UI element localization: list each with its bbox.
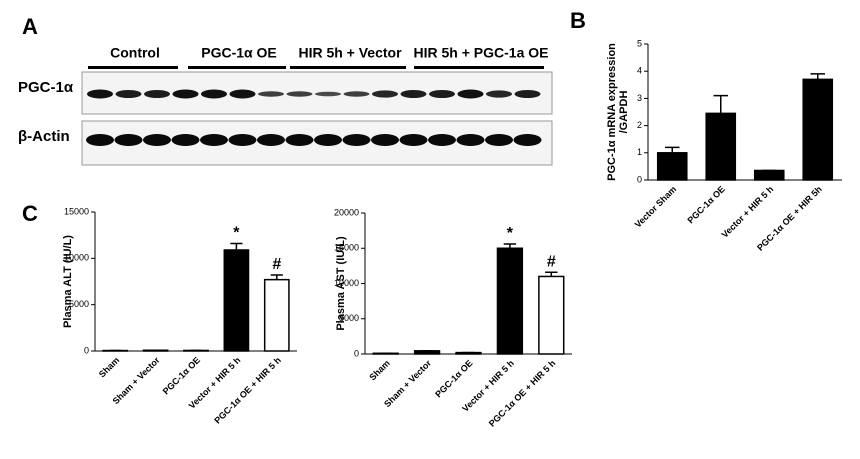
band	[114, 134, 143, 146]
band	[514, 89, 541, 99]
x-tick-label: PGC-1α OE + HIR 5 h	[212, 355, 283, 426]
group-label: Control	[110, 45, 160, 61]
group-bar	[290, 66, 406, 69]
y-tick-label: 15000	[64, 206, 89, 216]
band	[201, 89, 227, 99]
error-bar	[270, 274, 283, 280]
x-tick-label: PGC-1α OE	[161, 355, 202, 396]
band	[285, 134, 314, 146]
group-bar	[414, 66, 544, 69]
band	[486, 90, 512, 98]
error-bar	[503, 243, 517, 249]
band	[457, 89, 484, 99]
panel-label: C	[22, 201, 38, 226]
y-tick-label: 2	[637, 120, 642, 130]
bar	[705, 112, 737, 181]
y-tick-label: 5000	[339, 313, 359, 323]
row-label: PGC-1α	[18, 79, 74, 96]
x-tick-label: Vector + HIR 5 h	[720, 184, 776, 240]
y-tick-label: 0	[637, 174, 642, 184]
band	[372, 90, 398, 98]
band	[400, 89, 427, 99]
panel-label: B	[570, 8, 586, 33]
band	[171, 134, 200, 146]
band	[286, 91, 313, 97]
band	[144, 89, 170, 99]
x-tick-label: Sham	[367, 358, 391, 382]
y-tick-label: 5	[637, 38, 642, 48]
y-axis-label: PGC-1α mRNA expression	[606, 43, 618, 181]
band	[228, 134, 257, 146]
band	[429, 89, 455, 99]
band	[399, 134, 428, 146]
error-bar	[810, 73, 826, 80]
x-tick-label: Vector Sham	[633, 184, 679, 230]
significance-marker: #	[547, 253, 556, 270]
y-tick-label: 0	[354, 348, 359, 358]
band	[87, 89, 113, 99]
y-tick-label: 4	[637, 66, 642, 76]
band	[343, 91, 370, 97]
band	[428, 134, 456, 146]
bar	[223, 249, 250, 352]
error-bar	[545, 271, 558, 277]
y-tick-label: 10000	[334, 278, 359, 288]
x-tick-label: PGC-1α OE	[433, 358, 474, 399]
band	[371, 134, 399, 146]
y-tick-label: 15000	[334, 243, 359, 253]
group-label: HIR 5h + Vector	[298, 45, 402, 61]
x-tick-label: PGC-1α OE	[685, 184, 726, 225]
band	[200, 134, 228, 146]
band	[513, 134, 542, 146]
band	[143, 134, 171, 146]
bar	[263, 278, 290, 352]
band	[86, 134, 114, 146]
bar	[802, 78, 834, 181]
band	[315, 91, 341, 97]
y-axis-label: Plasma ALT (IU/L)	[62, 235, 74, 328]
y-axis-label: Plasma AST (IU/L)	[335, 236, 347, 331]
y-tick-label: 3	[637, 93, 642, 103]
band	[229, 89, 256, 99]
band	[172, 89, 199, 99]
bar	[753, 169, 785, 181]
bar	[656, 152, 688, 181]
group-label: HIR 5h + PGC-1a OE	[414, 45, 549, 61]
error-bar	[230, 242, 243, 250]
y-tick-label: 5000	[69, 299, 89, 309]
band	[342, 134, 371, 146]
group-bar	[88, 66, 178, 69]
blot: Control PGC-1α OE HIR 5h + Vector HIR 5h + …	[86, 45, 548, 146]
y-tick-label: 20000	[334, 207, 359, 217]
band	[456, 134, 485, 146]
group-label: PGC-1α OE	[201, 45, 277, 61]
y-tick-label: 10000	[64, 253, 89, 263]
band	[258, 91, 284, 97]
band	[314, 134, 342, 146]
bar	[538, 275, 565, 355]
band	[485, 134, 513, 146]
error-bar	[713, 94, 729, 114]
y-axis-label: /GAPDH	[618, 91, 630, 134]
panel-label: A	[22, 14, 38, 39]
error-bar	[664, 146, 680, 153]
y-tick-label: 0	[84, 345, 89, 355]
band	[115, 89, 142, 99]
x-tick-label: Sham	[97, 355, 121, 379]
bar	[496, 247, 524, 355]
significance-marker: *	[507, 225, 514, 242]
row-label: β-Actin	[18, 128, 70, 145]
significance-marker: *	[233, 225, 240, 242]
group-bar	[188, 66, 286, 69]
y-tick-label: 1	[637, 147, 642, 157]
band	[257, 134, 285, 146]
significance-marker: #	[272, 256, 281, 273]
